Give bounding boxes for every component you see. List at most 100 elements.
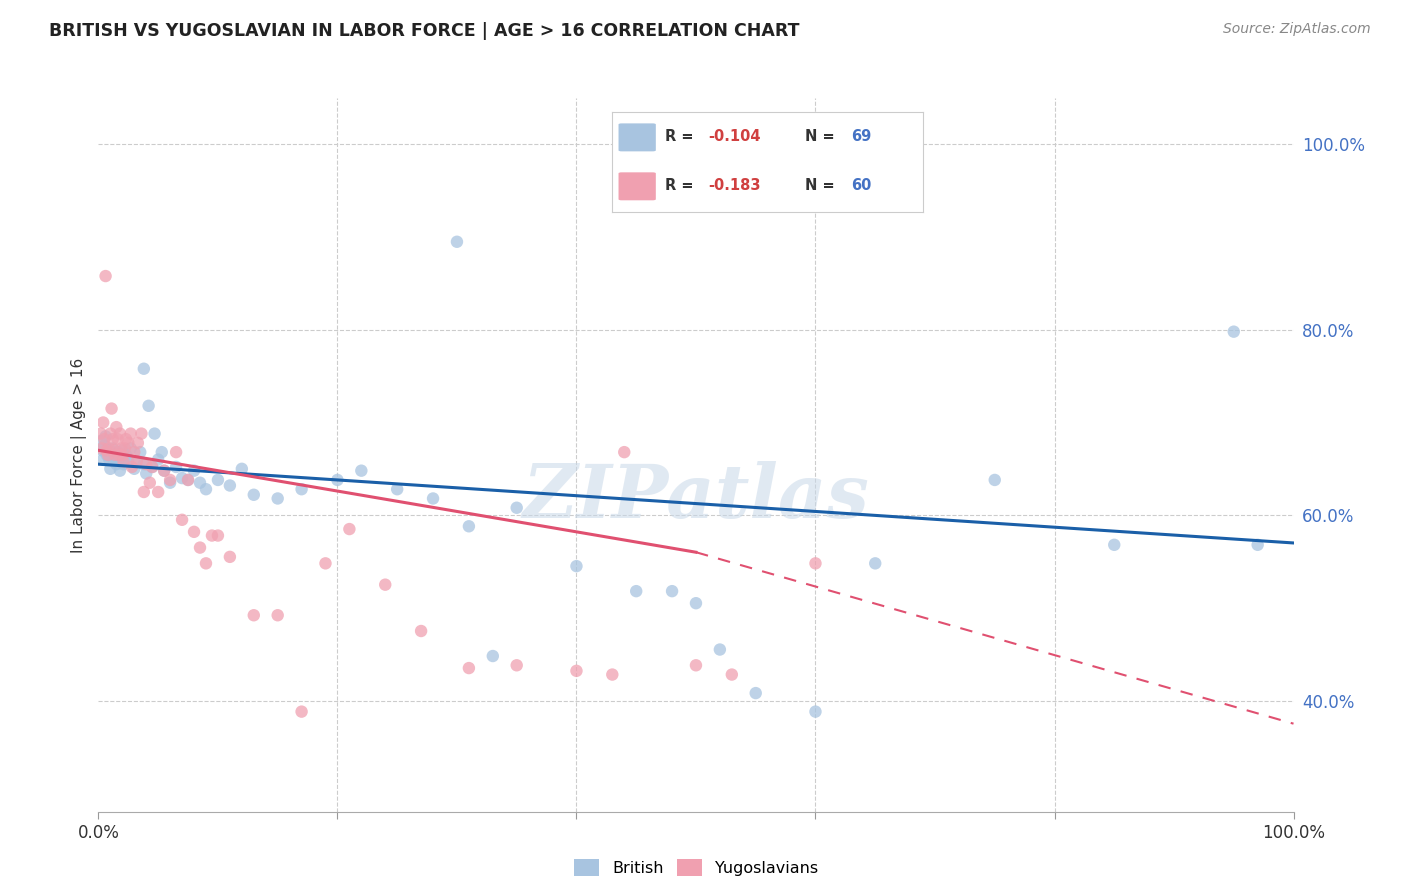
Point (105, 457, 128, 471)
Point (188, 475, 211, 490)
Point (139, 475, 162, 490)
Point (446, 235, 468, 249)
Point (267, 491, 290, 506)
Point (100, 401, 122, 416)
Point (201, 528, 224, 542)
Point (1222, 325, 1246, 339)
Point (93, 439, 115, 453)
Point (721, 667, 744, 681)
Point (125, 454, 148, 468)
Point (194, 557, 218, 571)
Point (100, 445, 122, 459)
Point (90, 434, 112, 448)
Point (129, 445, 152, 459)
Point (339, 522, 360, 536)
Point (124, 462, 146, 476)
Point (127, 435, 149, 450)
Point (183, 524, 205, 539)
Point (350, 464, 373, 478)
Point (243, 608, 266, 623)
Point (148, 485, 170, 500)
Point (172, 513, 194, 527)
Point (159, 473, 181, 487)
Point (131, 426, 153, 441)
Point (159, 475, 181, 490)
Point (385, 482, 409, 496)
Point (94, 268, 117, 283)
Point (165, 460, 187, 475)
Point (207, 473, 229, 487)
Point (98, 452, 121, 467)
Point (108, 426, 131, 441)
Point (98, 442, 121, 456)
Point (132, 485, 155, 500)
Point (135, 457, 157, 471)
Point (104, 450, 127, 465)
Point (124, 445, 146, 459)
Point (97, 448, 120, 462)
Point (506, 658, 529, 673)
Point (177, 473, 200, 487)
Point (172, 471, 194, 485)
Point (153, 464, 176, 478)
Y-axis label: In Labor Force | Age > 16: In Labor Force | Age > 16 (72, 358, 87, 552)
Point (91, 443, 114, 458)
Point (104, 448, 127, 462)
Point (90, 426, 112, 441)
Point (148, 452, 170, 467)
Point (231, 462, 253, 476)
Point (745, 686, 768, 700)
Point (661, 584, 683, 599)
Point (117, 435, 139, 450)
Point (96, 443, 118, 458)
Point (111, 443, 134, 458)
Point (91, 416, 114, 430)
Point (93, 432, 115, 446)
Point (107, 445, 129, 459)
Point (150, 445, 173, 459)
Point (141, 460, 163, 475)
Point (101, 442, 124, 456)
Point (138, 399, 160, 413)
Point (94, 429, 117, 443)
Point (105, 420, 128, 434)
Point (411, 624, 433, 638)
Point (96, 448, 118, 462)
Point (101, 432, 124, 446)
Point (804, 705, 827, 719)
Point (458, 661, 481, 675)
Point (112, 454, 135, 468)
Point (602, 667, 624, 681)
Point (98, 462, 122, 476)
Point (120, 442, 142, 456)
Point (91, 452, 114, 467)
Point (107, 448, 129, 462)
Point (458, 519, 481, 533)
Point (135, 467, 157, 481)
Point (219, 478, 242, 492)
Point (108, 464, 131, 478)
Point (107, 452, 129, 467)
Point (626, 584, 648, 599)
Point (267, 608, 290, 623)
Point (219, 549, 242, 564)
Legend: British, Yugoslavians: British, Yugoslavians (568, 853, 824, 882)
Point (111, 448, 134, 462)
Point (481, 648, 505, 663)
Point (194, 482, 218, 496)
Point (97, 443, 120, 458)
Text: BRITISH VS YUGOSLAVIAN IN LABOR FORCE | AGE > 16 CORRELATION CHART: BRITISH VS YUGOSLAVIAN IN LABOR FORCE | … (49, 22, 800, 40)
Point (1102, 538, 1125, 552)
Point (117, 452, 139, 467)
Point (863, 557, 887, 571)
Point (685, 658, 707, 673)
Point (132, 457, 155, 471)
Point (613, 445, 636, 459)
Point (132, 361, 155, 376)
Point (291, 482, 314, 496)
Point (110, 448, 132, 462)
Point (685, 596, 707, 610)
Text: Source: ZipAtlas.com: Source: ZipAtlas.com (1223, 22, 1371, 37)
Point (1246, 538, 1268, 552)
Point (804, 557, 827, 571)
